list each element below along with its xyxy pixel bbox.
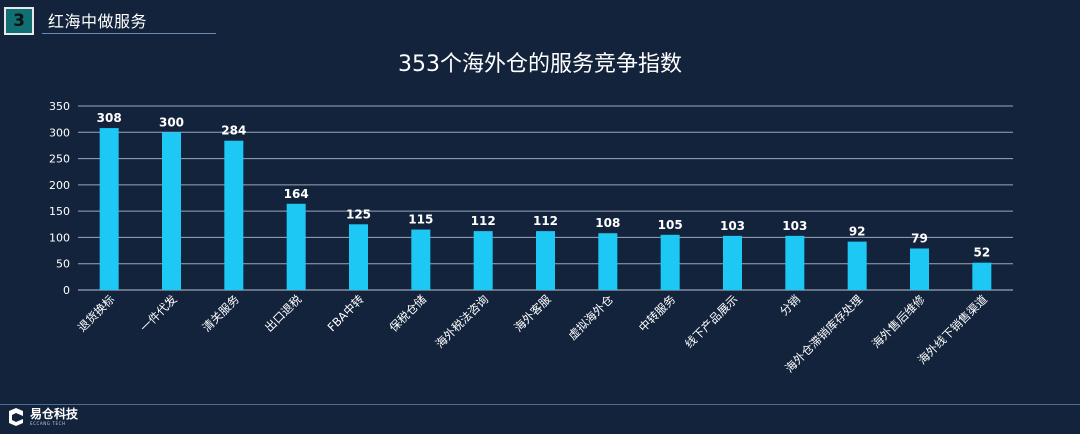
bar xyxy=(162,132,181,290)
bar xyxy=(473,231,493,290)
x-tick-label: 线下产品展示 xyxy=(682,292,741,351)
y-tick-label: 150 xyxy=(49,205,70,218)
data-label: 300 xyxy=(159,115,184,129)
data-label: 125 xyxy=(346,207,371,221)
y-tick-label: 200 xyxy=(49,179,70,192)
y-tick-label: 50 xyxy=(56,258,70,271)
x-tick-label: 海外售后维修 xyxy=(869,292,928,351)
y-tick-label: 100 xyxy=(49,231,70,244)
data-label: 112 xyxy=(533,214,558,228)
section-title: 红海中做服务 xyxy=(48,12,148,31)
bar xyxy=(598,233,618,290)
bar xyxy=(972,262,992,290)
data-label: 308 xyxy=(97,111,122,125)
data-label: 103 xyxy=(720,219,745,233)
bar xyxy=(847,241,867,290)
x-tick-label: 中转服务 xyxy=(636,292,679,335)
data-label: 92 xyxy=(849,225,866,239)
x-tick-label: 退货换标 xyxy=(75,292,117,334)
bar xyxy=(785,235,805,290)
y-tick-label: 0 xyxy=(63,284,70,297)
x-tick-label: 分销 xyxy=(777,292,803,318)
logo-subtitle: ECCANG TECH xyxy=(30,420,66,426)
x-tick-label: 清关服务 xyxy=(200,292,243,335)
bar xyxy=(411,229,431,290)
data-label: 115 xyxy=(408,213,433,227)
bar-chart: 0 50 100 150 200 250 300 350 308 退货换标 300 一件代发 284 清关… xyxy=(49,100,1013,375)
data-label: 164 xyxy=(284,187,309,201)
bar xyxy=(536,231,555,290)
data-label: 284 xyxy=(221,124,246,138)
x-tick-label: 保税仓储 xyxy=(387,292,430,335)
company-logo: 易仓科技 ECCANG TECH xyxy=(6,407,78,427)
x-tick-label: 海外税法咨询 xyxy=(433,292,492,351)
data-label: 112 xyxy=(471,214,496,228)
bar xyxy=(349,224,368,290)
header-divider xyxy=(42,33,216,34)
y-tick-label: 350 xyxy=(49,100,70,113)
bar xyxy=(723,235,742,290)
bar xyxy=(286,203,306,290)
data-label: 105 xyxy=(658,218,683,232)
data-label: 108 xyxy=(595,216,620,230)
x-tick-label: 海外客服 xyxy=(511,292,554,335)
bar xyxy=(660,234,680,290)
section-number-badge: 3 xyxy=(4,7,34,35)
bar xyxy=(910,248,929,290)
footer-divider xyxy=(0,404,1080,405)
logo-icon xyxy=(9,408,23,426)
x-tick-label: 虚拟海外仓 xyxy=(565,292,616,343)
data-label: 52 xyxy=(973,246,990,260)
x-tick-label: 一件代发 xyxy=(137,292,180,335)
y-tick-label: 250 xyxy=(49,153,70,166)
y-tick-label: 300 xyxy=(49,126,70,139)
bar xyxy=(224,140,244,290)
bar xyxy=(99,128,119,290)
x-tick-label: 出口退税 xyxy=(262,292,305,335)
chart-title: 353个海外仓的服务竞争指数 xyxy=(398,52,682,77)
logo-name: 易仓科技 xyxy=(30,406,79,421)
data-label: 103 xyxy=(782,219,807,233)
data-label: 79 xyxy=(911,231,928,245)
x-tick-label: FBA中转 xyxy=(325,292,367,334)
